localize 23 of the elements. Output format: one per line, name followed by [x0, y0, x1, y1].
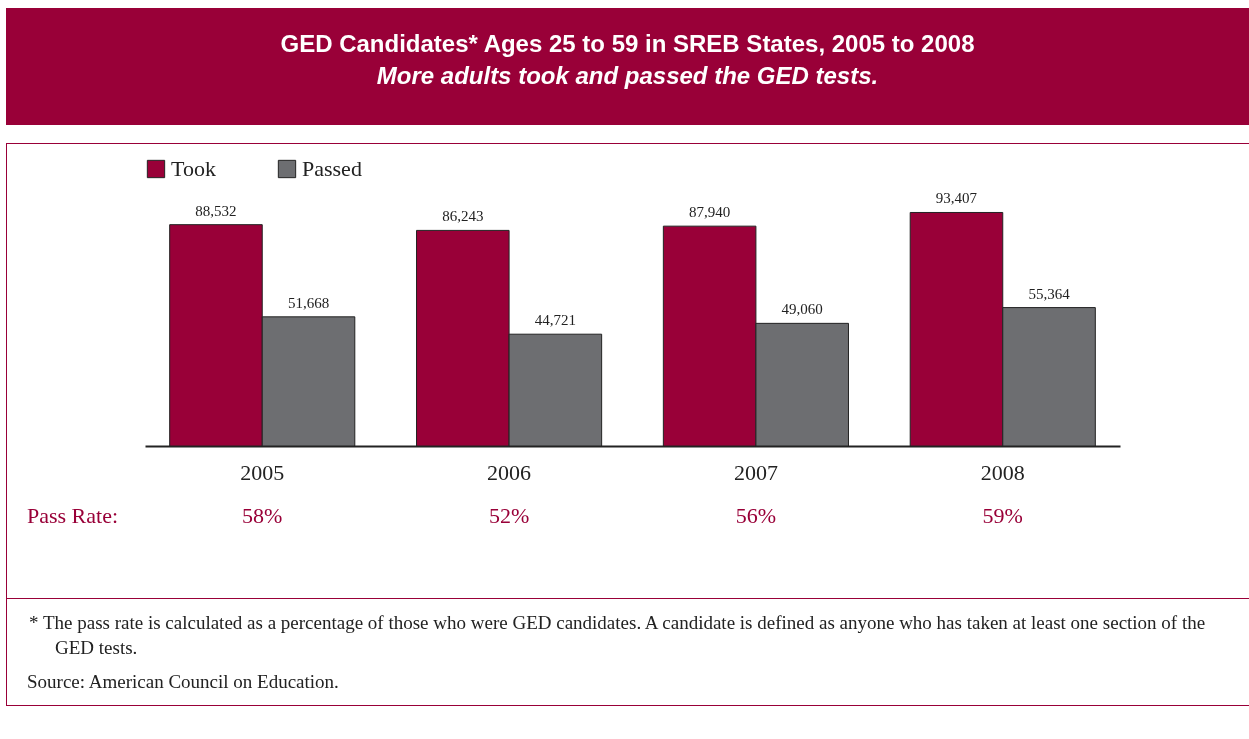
data-label: 93,407: [935, 190, 978, 207]
x-tick-label: 2006: [487, 459, 532, 485]
text: 59%: [982, 503, 1023, 528]
data-label: 86,243: [442, 208, 484, 225]
data-label: 51,668: [287, 294, 330, 311]
text: 58%: [242, 503, 283, 528]
source-note: Source: American Council on Education.: [27, 670, 340, 695]
text: Pass Rate:: [27, 503, 119, 528]
data-label: 88,532: [195, 202, 237, 219]
x-tick-label: 2008: [980, 459, 1025, 485]
data-label: 55,364: [1028, 285, 1071, 302]
data-label: 44,721: [534, 312, 576, 329]
legend-label: Took: [171, 156, 216, 181]
text: * The pass rate is calculated as a percentage of those who were GED candidates. A candidate is defined as anyone who has taken at least one section of the GED tests.: [28, 611, 1207, 660]
x-tick-label: 2007: [733, 459, 778, 485]
chart-subtitle: More adults took and passed the GED tests.: [375, 62, 880, 90]
data-label: 49,060: [781, 301, 823, 318]
data-label: 87,940: [689, 204, 731, 221]
legend-label: Passed: [302, 156, 362, 181]
x-tick-label: 2005: [240, 459, 285, 485]
text: 52%: [488, 503, 530, 528]
chart-title: GED Candidates* Ages 25 to 59 in SREB States, 2005 to 2008: [279, 30, 976, 58]
text: 56%: [735, 503, 777, 528]
